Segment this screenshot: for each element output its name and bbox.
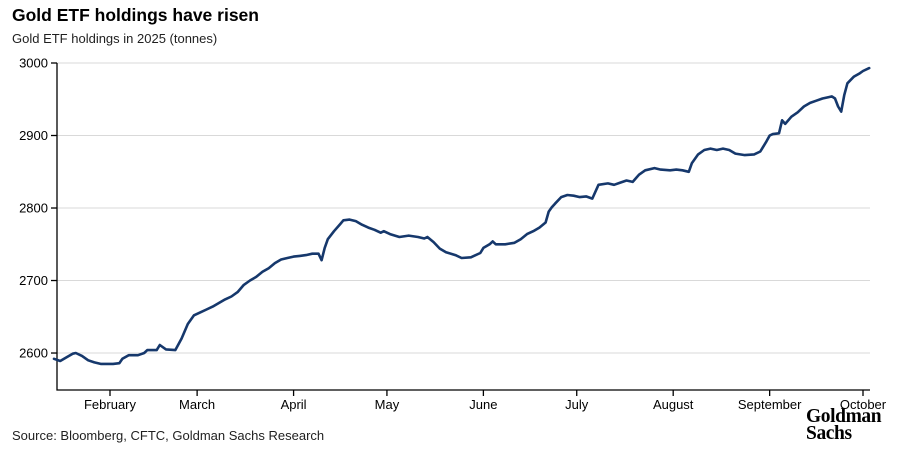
goldman-sachs-logo: Goldman Sachs	[806, 406, 882, 444]
chart-title: Gold ETF holdings have risen	[12, 5, 259, 25]
x-axis-label: June	[469, 397, 497, 412]
x-axis-label: August	[653, 397, 694, 412]
y-axis-label: 3000	[19, 56, 48, 71]
y-axis-label: 2900	[19, 128, 48, 143]
x-axis-label: February	[84, 397, 137, 412]
axis-spine	[56, 63, 870, 391]
chart-subtitle: Gold ETF holdings in 2025 (tonnes)	[12, 31, 218, 46]
y-axis-label: 2600	[19, 346, 48, 361]
goldman-sachs-logo-line2: Sachs	[806, 422, 852, 444]
y-axis-label: 2800	[19, 201, 48, 216]
x-axis-label: March	[179, 397, 215, 412]
y-axis-label: 2700	[19, 273, 48, 288]
goldman-sachs-logo-line1: Goldman	[806, 406, 882, 427]
data-line	[52, 66, 871, 366]
x-axis-label: May	[375, 397, 400, 412]
x-axis-label: September	[738, 397, 802, 412]
x-axis-label: July	[565, 397, 589, 412]
x-axis-label: October	[840, 397, 887, 412]
x-axis-label: April	[281, 397, 307, 412]
source-text: Source: Bloomberg, CFTC, Goldman Sachs R…	[12, 428, 325, 443]
